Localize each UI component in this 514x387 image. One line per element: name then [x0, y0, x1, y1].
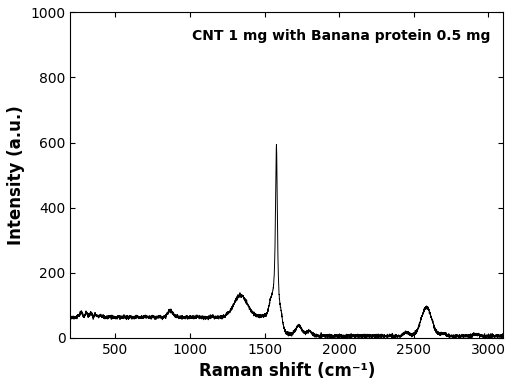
Text: CNT 1 mg with Banana protein 0.5 mg: CNT 1 mg with Banana protein 0.5 mg — [192, 29, 490, 43]
Y-axis label: Intensity (a.u.): Intensity (a.u.) — [7, 105, 25, 245]
X-axis label: Raman shift (cm⁻¹): Raman shift (cm⁻¹) — [199, 362, 375, 380]
